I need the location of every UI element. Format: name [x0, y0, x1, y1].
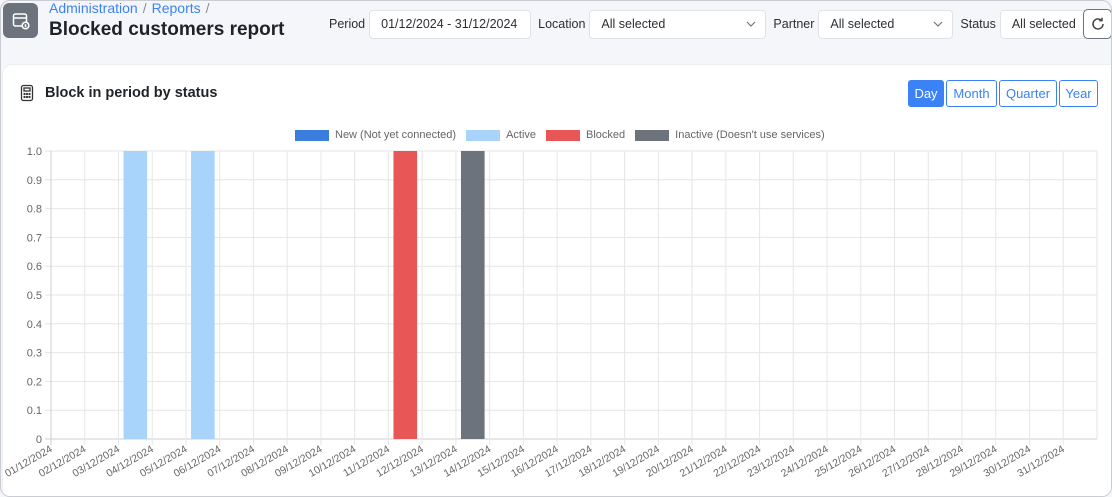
period-value: 01/12/2024 - 31/12/2024 [381, 17, 518, 31]
refresh-icon [1091, 17, 1104, 30]
refresh-button[interactable] [1083, 9, 1111, 39]
legend-label: Blocked [586, 129, 626, 141]
legend-swatch [466, 129, 501, 141]
breadcrumb-separator: / [142, 0, 147, 16]
location-label: Location [538, 17, 586, 31]
legend-item-active[interactable]: Active [466, 129, 536, 141]
period-input[interactable]: 01/12/2024 - 31/12/2024 [369, 9, 532, 39]
breadcrumb-reports[interactable]: Reports [151, 0, 201, 16]
period-year-button[interactable]: Year [1059, 80, 1098, 107]
legend-item-inactive[interactable]: Inactive (Doesn't use services) [635, 129, 825, 141]
legend-swatch [295, 129, 329, 141]
status-value: All selected [1011, 17, 1076, 31]
breadcrumb: Administration / Reports / [49, 0, 210, 16]
chart-legend: New (Not yet connected) Active Blocked I… [295, 129, 835, 141]
location-value: All selected [601, 17, 666, 31]
period-day-button[interactable]: Day [908, 80, 944, 107]
status-label: Status [960, 17, 996, 31]
legend-swatch [546, 129, 581, 141]
legend-item-blocked[interactable]: Blocked [546, 129, 625, 141]
legend-item-new[interactable]: New (Not yet connected) [295, 129, 456, 141]
location-select[interactable]: All selected [589, 9, 767, 39]
chevron-down-icon [746, 21, 756, 27]
chevron-down-icon [933, 21, 943, 27]
breadcrumb-administration[interactable]: Administration [49, 0, 138, 16]
report-calendar-icon [3, 3, 38, 38]
page-title: Blocked customers report [49, 19, 285, 40]
card-title: Block in period by status [45, 85, 218, 101]
breadcrumb-separator: / [205, 0, 210, 16]
partner-label: Partner [773, 17, 815, 31]
calculator-icon [20, 84, 34, 102]
period-toggle-group: Day Month Quarter Year [908, 80, 1098, 107]
legend-label: Inactive (Doesn't use services) [675, 129, 825, 141]
filters-bar: Period 01/12/2024 - 31/12/2024 Location … [329, 9, 1111, 39]
legend-swatch [635, 129, 670, 141]
period-quarter-button[interactable]: Quarter [999, 80, 1057, 107]
legend-label: Active [506, 129, 537, 141]
period-month-button[interactable]: Month [946, 80, 997, 107]
legend-label: New (Not yet connected) [335, 129, 457, 141]
period-label: Period [329, 17, 366, 31]
partner-value: All selected [830, 17, 895, 31]
partner-select[interactable]: All selected [818, 9, 954, 39]
